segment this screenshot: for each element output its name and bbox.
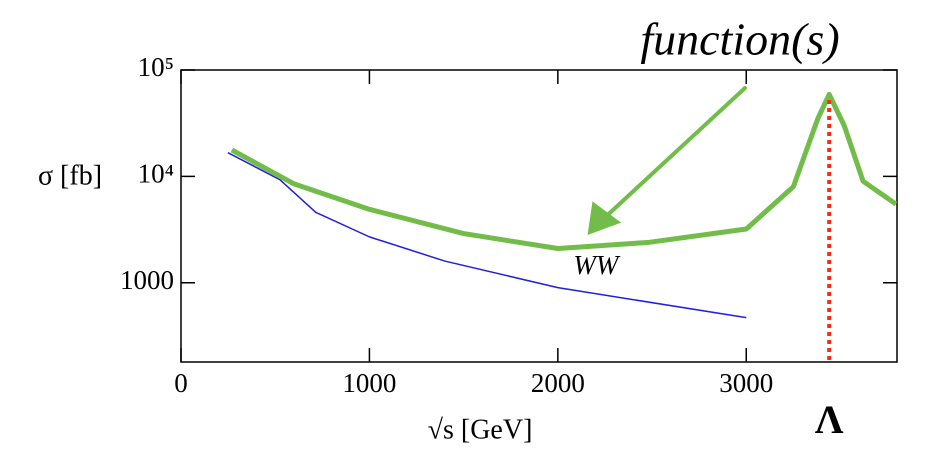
arrow-shaft xyxy=(600,88,745,222)
marker-label: Λ xyxy=(815,397,844,442)
plot-frame xyxy=(181,70,897,362)
x-tick-label: 1000 xyxy=(342,368,396,398)
arrow xyxy=(590,88,745,232)
x-tick-label: 3000 xyxy=(719,368,773,398)
series-label: WW xyxy=(573,250,620,280)
annotation: function(s) xyxy=(640,14,839,65)
chart: function(s) σ [fb] √s [GeV] 10⁵ 10⁴ 1000 0 1… xyxy=(0,0,927,454)
y-tick-label: 10⁵ xyxy=(138,52,174,82)
y-axis-label: σ [fb] xyxy=(38,160,102,191)
x-tick-label: 0 xyxy=(174,368,188,398)
y-tick-label: 10⁴ xyxy=(138,159,174,189)
x-tick-label: 2000 xyxy=(531,368,585,398)
series-line xyxy=(232,94,896,248)
x-axis-label: √s [GeV] xyxy=(428,414,533,445)
y-tick-label: 1000 xyxy=(120,265,174,295)
